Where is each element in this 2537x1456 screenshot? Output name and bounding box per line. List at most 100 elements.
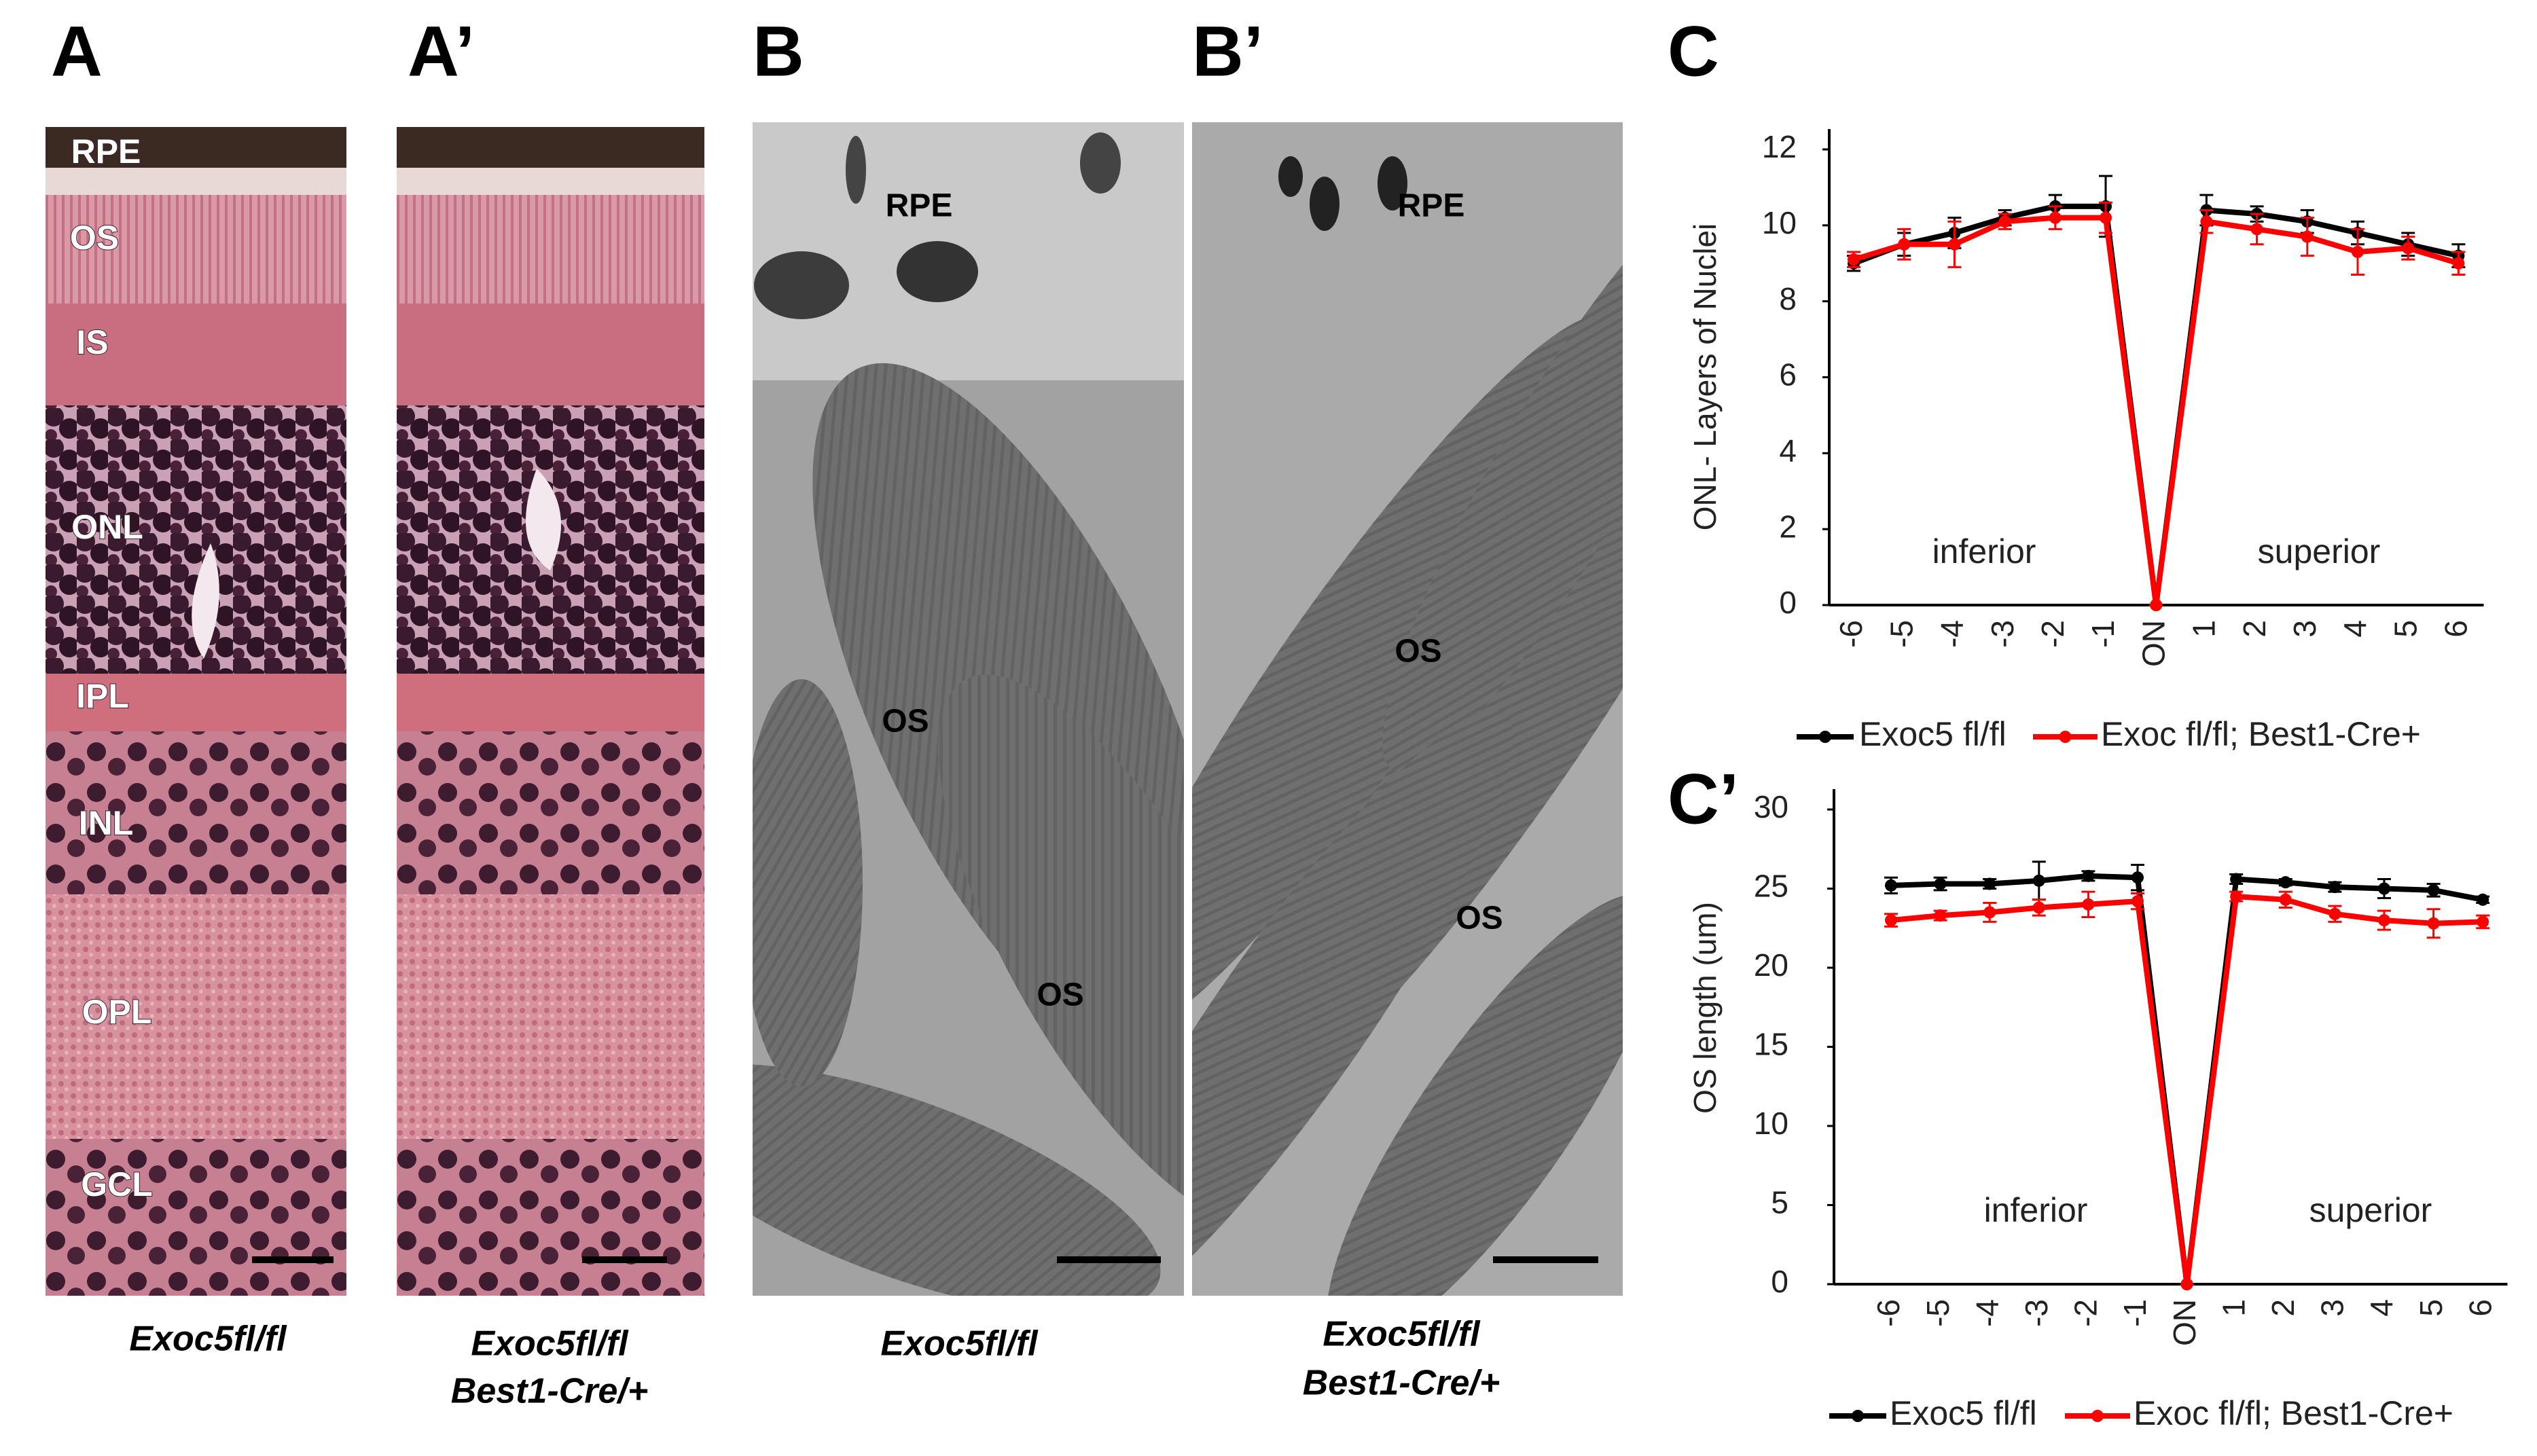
micrograph-b <box>753 122 1184 1296</box>
legend-marker <box>1852 1410 1864 1422</box>
layer-label: IS <box>76 323 108 361</box>
em-label: OS <box>1395 634 1441 670</box>
point <box>2131 871 2144 884</box>
x-tick-label: 3 <box>2287 620 2322 638</box>
x-tick-label: -5 <box>1884 620 1919 648</box>
panel-label: C <box>1668 12 1719 92</box>
point <box>1885 879 1897 892</box>
x-tick-label: 1 <box>2216 1299 2251 1317</box>
point <box>1885 914 1897 927</box>
em-label: OS <box>1456 900 1503 936</box>
point <box>1934 909 1947 922</box>
point <box>2279 893 2292 906</box>
x-tick-label: -6 <box>1833 620 1869 648</box>
legend-marker <box>1819 731 1831 743</box>
legend-label: Exoc fl/fl; Best1-Cre+ <box>2101 715 2421 753</box>
x-tick-label: -3 <box>1985 620 2020 648</box>
point <box>1934 877 1947 890</box>
layer-label: IPL <box>76 677 129 715</box>
y-tick-label: 6 <box>1779 357 1797 393</box>
y-tick-label: 30 <box>1754 789 1788 824</box>
x-tick-label: ON <box>2136 620 2171 667</box>
point <box>1898 238 1911 251</box>
x-tick-label: 4 <box>2364 1299 2399 1317</box>
x-tick-label: -1 <box>2085 620 2121 648</box>
panel-label: A’ <box>408 12 475 92</box>
y-tick-label: 5 <box>1771 1185 1788 1220</box>
x-tick-label: -6 <box>1871 1299 1906 1327</box>
em-label: OS <box>1037 977 1083 1013</box>
y-tick-label: 8 <box>1779 281 1797 316</box>
point <box>2049 211 2062 224</box>
point <box>2200 215 2213 228</box>
legend-label: Exoc5 fl/fl <box>1890 1394 2037 1432</box>
layer-label: INL <box>79 804 134 842</box>
x-tick-label: 4 <box>2337 620 2373 638</box>
point <box>2477 893 2489 906</box>
x-tick-label: -4 <box>1969 1299 2004 1327</box>
y-tick-label: 20 <box>1754 947 1788 983</box>
caption: Exoc5fl/fl <box>1323 1315 1481 1354</box>
x-tick-label: -2 <box>2035 620 2070 648</box>
point <box>1983 877 1996 890</box>
caption: Exoc5fl/fl <box>129 1320 287 1359</box>
micrograph-a <box>46 127 346 1296</box>
point <box>2100 211 2112 224</box>
y-tick-label: 10 <box>1762 205 1797 240</box>
x-tick-label: -5 <box>1920 1299 1956 1327</box>
point <box>2250 223 2263 236</box>
y-tick-label: 4 <box>1779 433 1797 468</box>
point <box>2082 898 2095 911</box>
point <box>2378 882 2390 895</box>
layer-label: RPE <box>71 132 141 170</box>
y-axis-label: OS length (um) <box>1687 902 1723 1114</box>
point <box>2230 890 2243 903</box>
annotation: superior <box>2258 532 2381 570</box>
point <box>1998 215 2011 228</box>
point <box>1848 253 1860 266</box>
panel-label: B’ <box>1192 12 1263 92</box>
point <box>2352 245 2364 258</box>
panel-label: A <box>51 12 103 92</box>
y-tick-label: 0 <box>1771 1264 1788 1299</box>
point <box>2378 914 2390 927</box>
annotation: inferior <box>1984 1191 2088 1229</box>
x-tick-label: -2 <box>2068 1299 2104 1327</box>
panel-label: B <box>753 12 804 92</box>
micrograph-a-prime <box>397 127 704 1296</box>
layer-label: ONL <box>71 508 143 546</box>
x-tick-label: -4 <box>1935 620 1970 648</box>
point <box>2032 874 2045 887</box>
point <box>2301 230 2314 243</box>
em-label: OS <box>882 704 929 740</box>
layer-label: OS <box>70 219 119 257</box>
point <box>2131 895 2144 908</box>
point <box>2032 901 2045 914</box>
x-tick-label: 3 <box>2315 1299 2350 1317</box>
annotation: inferior <box>1932 532 2036 570</box>
y-tick-label: 12 <box>1762 129 1797 164</box>
point <box>2279 876 2292 889</box>
y-tick-label: 10 <box>1754 1106 1788 1141</box>
point <box>2328 881 2341 894</box>
layer-label: OPL <box>82 993 152 1031</box>
micrograph-b-prime <box>1192 122 1623 1296</box>
x-tick-label: 2 <box>2265 1299 2301 1317</box>
x-tick-label: 5 <box>2388 620 2423 638</box>
point <box>2328 907 2341 920</box>
caption: Best1-Cre/+ <box>451 1372 648 1411</box>
em-label: RPE <box>1398 188 1465 224</box>
x-tick-label: -3 <box>2019 1299 2054 1327</box>
caption: Exoc5fl/fl <box>880 1324 1039 1364</box>
point <box>2082 869 2095 882</box>
caption: Best1-Cre/+ <box>1303 1364 1500 1403</box>
y-tick-label: 15 <box>1754 1027 1788 1062</box>
point <box>2427 884 2440 896</box>
point <box>2452 257 2465 270</box>
point <box>2427 917 2440 930</box>
point <box>1983 906 1996 919</box>
x-tick-label: 1 <box>2187 620 2222 638</box>
point <box>2180 1278 2193 1290</box>
x-tick-label: -1 <box>2117 1299 2153 1327</box>
